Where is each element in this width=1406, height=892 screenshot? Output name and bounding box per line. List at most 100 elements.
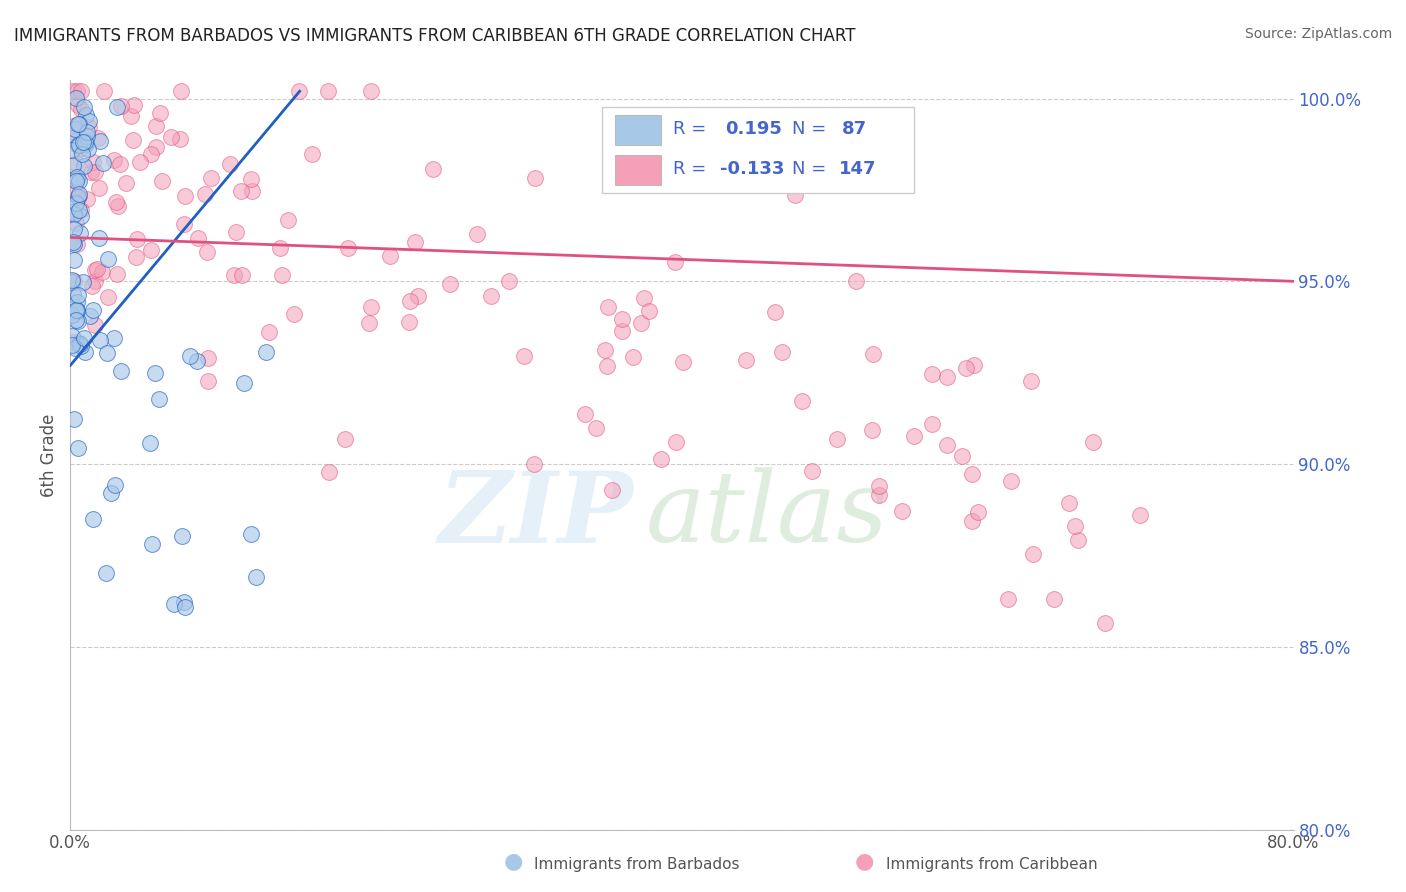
Point [770, 344, 793, 359]
Point [62, 131, 84, 145]
Point [60, 205, 83, 219]
Point [69, 142, 91, 156]
Text: atlas: atlas [645, 467, 889, 563]
Point [65, 91, 87, 105]
Point [1064, 519, 1087, 533]
Point [60, 131, 83, 145]
Point [665, 434, 688, 449]
Point [269, 241, 291, 255]
Point [62, 119, 84, 133]
Point [404, 235, 426, 250]
Point [637, 304, 659, 318]
Point [65, 156, 87, 170]
Text: Immigrants from Barbados: Immigrants from Barbados [534, 857, 740, 871]
Point [62, 235, 84, 249]
Point [233, 376, 256, 390]
Point [664, 254, 686, 268]
Point [66, 295, 89, 310]
Point [439, 277, 461, 291]
Point [197, 351, 219, 365]
Point [633, 291, 655, 305]
Point [868, 479, 890, 493]
Point [60, 329, 83, 343]
Point [1081, 435, 1104, 450]
Point [70, 147, 93, 161]
Point [610, 324, 633, 338]
Point [83, 165, 105, 179]
Point [173, 595, 195, 609]
Point [1094, 616, 1116, 631]
Text: ●: ● [855, 851, 875, 871]
Point [890, 504, 912, 518]
Point [97, 290, 120, 304]
Point [195, 244, 218, 259]
Point [240, 184, 263, 198]
Point [76, 192, 98, 206]
Point [735, 353, 758, 368]
Point [630, 316, 652, 330]
Point [76, 129, 98, 144]
Point [287, 84, 309, 98]
Point [70, 84, 93, 98]
Point [160, 130, 183, 145]
Point [67, 442, 90, 456]
Point [100, 486, 122, 500]
Y-axis label: 6th Grade: 6th Grade [41, 413, 59, 497]
Point [406, 288, 429, 302]
Point [595, 343, 617, 357]
Point [65, 312, 87, 326]
Point [125, 250, 148, 264]
Point [399, 294, 422, 309]
Point [301, 147, 323, 161]
Point [422, 162, 444, 177]
Point [197, 374, 219, 388]
Point [316, 84, 339, 98]
Point [170, 84, 193, 98]
Point [62, 335, 84, 350]
Point [86, 262, 108, 277]
Point [860, 423, 883, 437]
Point [335, 432, 357, 446]
Point [62, 186, 84, 200]
Point [240, 171, 263, 186]
Point [254, 345, 277, 359]
Point [163, 597, 186, 611]
Point [222, 268, 245, 283]
Point [225, 225, 247, 239]
Point [96, 345, 118, 359]
Point [1057, 496, 1080, 510]
Point [955, 360, 977, 375]
Point [120, 109, 142, 123]
Point [104, 194, 127, 209]
Point [66, 84, 89, 98]
Text: R =: R = [673, 160, 707, 178]
Point [523, 171, 546, 186]
Point [62, 158, 84, 172]
Point [170, 529, 193, 543]
Point [792, 393, 814, 408]
Point [66, 172, 89, 186]
Point [89, 134, 111, 148]
Point [60, 308, 83, 322]
Point [73, 159, 96, 173]
Point [63, 121, 86, 136]
Point [67, 202, 90, 217]
Point [67, 137, 90, 152]
Point [231, 268, 253, 282]
FancyBboxPatch shape [602, 106, 914, 193]
Text: 147: 147 [838, 160, 876, 178]
Point [89, 231, 111, 245]
Point [110, 99, 132, 113]
Point [77, 142, 100, 156]
Point [66, 98, 89, 112]
Point [585, 421, 607, 435]
Point [378, 249, 401, 263]
Point [72, 135, 94, 149]
Point [621, 350, 644, 364]
Point [91, 155, 114, 169]
Point [360, 300, 382, 314]
Point [63, 222, 86, 236]
Point [105, 100, 128, 114]
Point [73, 331, 96, 345]
Point [60, 273, 83, 287]
